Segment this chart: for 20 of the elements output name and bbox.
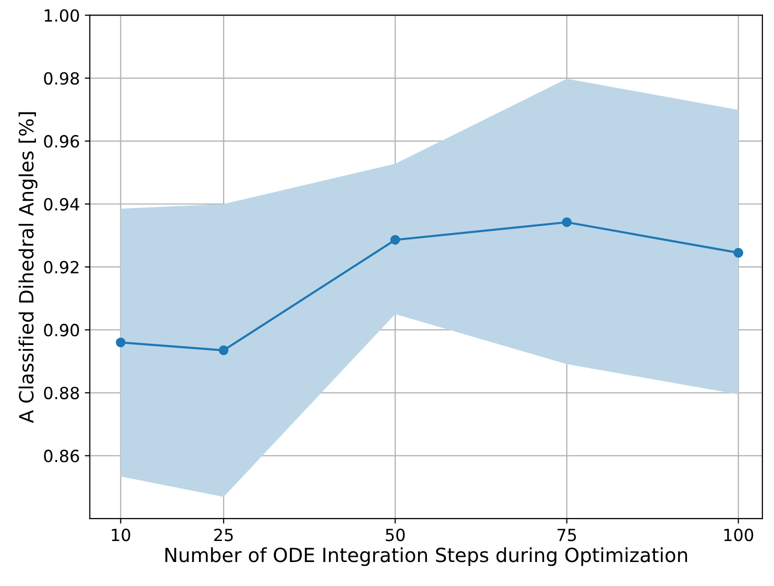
y-tick-label: 0.86 bbox=[44, 450, 80, 462]
point bbox=[390, 235, 400, 245]
x-tick-label: 50 bbox=[386, 528, 405, 542]
x-tick-label: 100 bbox=[724, 528, 754, 542]
point bbox=[562, 217, 572, 228]
x-tick-label: 25 bbox=[214, 528, 233, 542]
y-axis-title: A Classified Dihedral Angles [%] bbox=[18, 112, 38, 424]
point bbox=[218, 345, 228, 356]
point bbox=[734, 248, 744, 258]
x-axis-title: Number of ODE Integration Steps during Optimization bbox=[165, 547, 688, 566]
y-tick-label: 0.96 bbox=[44, 135, 80, 148]
x-tick-label: 10 bbox=[112, 528, 130, 542]
y-tick-label: 1.00 bbox=[44, 9, 79, 22]
y-tick-label: 0.90 bbox=[44, 324, 79, 336]
y-tick-label: 0.94 bbox=[44, 198, 80, 211]
y-tick-label: 0.88 bbox=[44, 386, 79, 400]
y-tick-label: 0.92 bbox=[44, 260, 78, 274]
point bbox=[116, 338, 126, 348]
y-tick-label: 0.98 bbox=[44, 72, 79, 85]
x-tick-label: 75 bbox=[558, 528, 576, 542]
